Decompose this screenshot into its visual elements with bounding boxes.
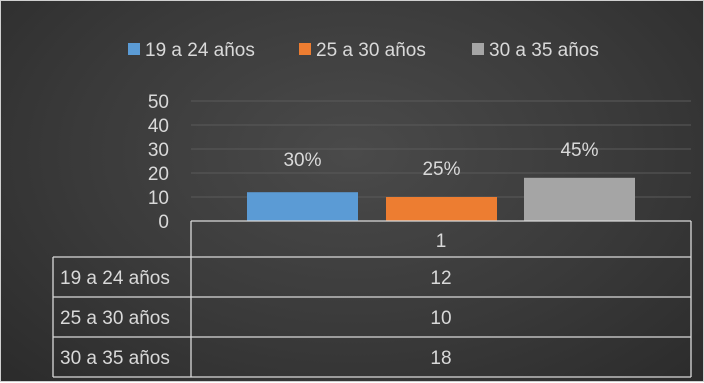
y-tick-label: 20 — [148, 164, 169, 185]
legend-label-2: 25 a 30 años — [316, 40, 426, 61]
legend-swatch-3 — [472, 43, 484, 55]
y-tick-label: 10 — [148, 188, 169, 209]
table-row-value: 12 — [430, 268, 451, 289]
y-tick-label: 0 — [158, 212, 169, 233]
data-label-2: 25% — [422, 159, 460, 180]
bar-3 — [524, 177, 635, 221]
y-tick-label: 30 — [148, 140, 169, 161]
data-table: 1 19 a 24 años 12 25 a 30 años 10 30 a 35 año… — [52, 220, 692, 378]
y-tick-label: 40 — [148, 116, 169, 137]
table-row-value: 18 — [430, 348, 451, 369]
legend-label-1: 19 a 24 años — [145, 40, 255, 61]
legend-swatch-2 — [299, 43, 311, 55]
y-axis: 0 10 20 30 40 50 — [148, 92, 169, 233]
legend-label-3: 30 a 35 años — [489, 40, 599, 61]
bars — [247, 177, 635, 221]
table-row-label: 25 a 30 años — [60, 308, 170, 329]
table-category-label: 1 — [436, 231, 447, 252]
data-labels: 30% 25% 45% — [283, 140, 598, 180]
legend: 19 a 24 años 25 a 30 años 30 a 35 años — [128, 40, 599, 61]
table-row-value: 10 — [430, 308, 451, 329]
table-row-label: 30 a 35 años — [60, 348, 170, 369]
data-label-1: 30% — [283, 150, 321, 171]
legend-swatch-1 — [128, 43, 140, 55]
bar-2 — [386, 197, 497, 221]
bar-1 — [247, 192, 358, 221]
data-label-3: 45% — [560, 140, 598, 161]
y-tick-label: 50 — [148, 92, 169, 113]
table-row-label: 19 a 24 años — [60, 268, 170, 289]
